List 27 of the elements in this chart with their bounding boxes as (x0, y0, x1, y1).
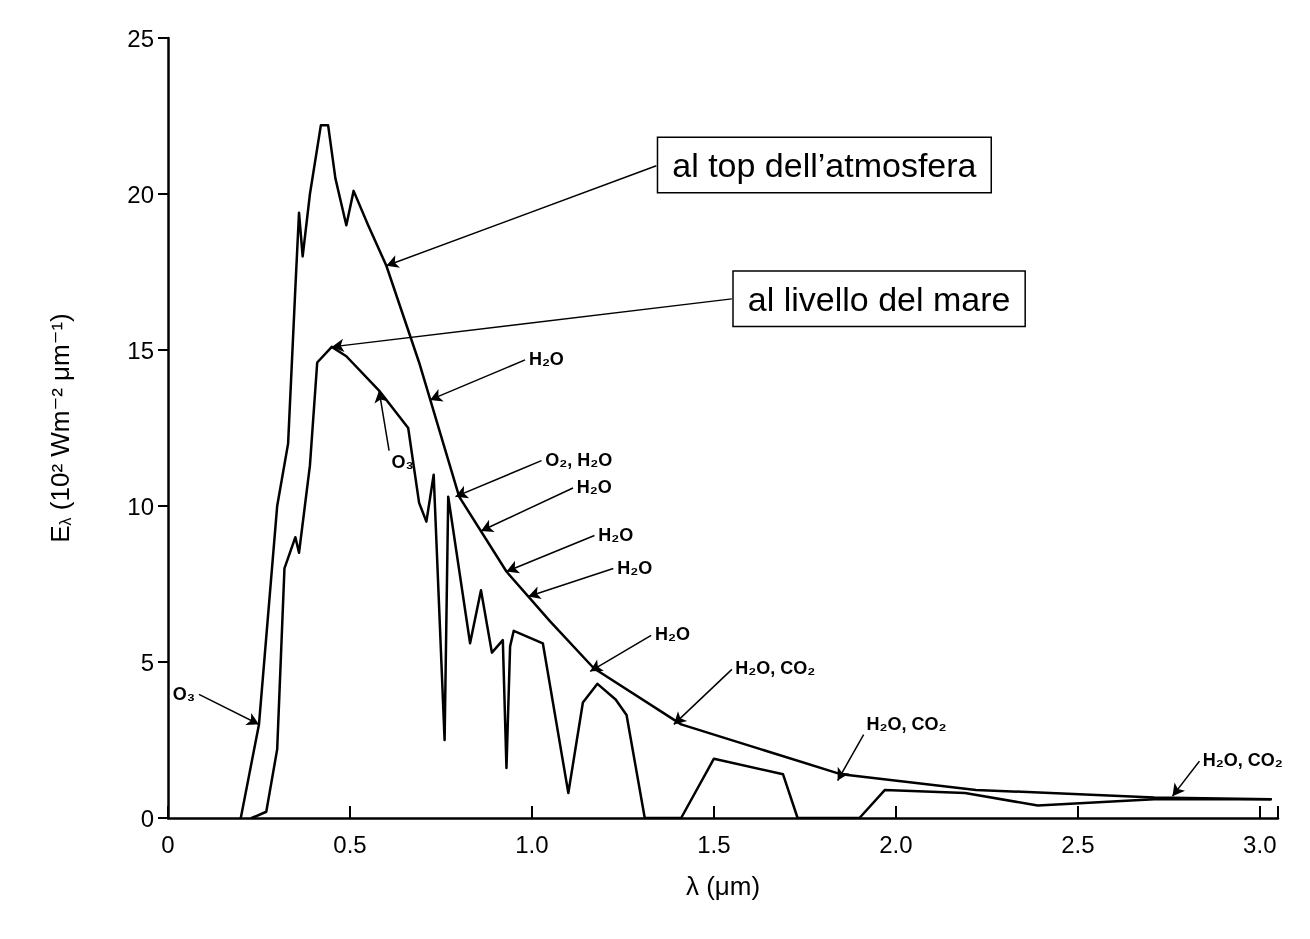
y-tick-label: 5 (140, 648, 154, 676)
annotation: H₂O, CO₂ (1202, 749, 1283, 770)
x-tick-label: 1.5 (697, 830, 731, 858)
x-tick-label: 0 (161, 830, 175, 858)
annotation: H₂O (528, 349, 564, 370)
annotation: H₂O (576, 477, 612, 498)
annotation: O₃ (172, 683, 196, 704)
annotation: H₂O (598, 524, 634, 545)
x-tick-label: 0.5 (333, 830, 367, 858)
y-tick-label: 15 (127, 336, 154, 364)
x-tick-label: 1.0 (515, 830, 549, 858)
annotation: H₂O (617, 557, 653, 578)
y-tick-label: 20 (127, 180, 154, 208)
x-axis-title: λ (μm) (685, 871, 761, 901)
annotation: O₂, H₂O (545, 449, 613, 470)
annotation: H₂O, CO₂ (866, 713, 947, 734)
x-tick-label: 2.5 (1061, 830, 1095, 858)
x-tick-label: 2.0 (879, 830, 913, 858)
y-tick-label: 10 (127, 492, 154, 520)
annotation: al top dell’atmosfera (672, 146, 977, 185)
y-tick-label: 25 (127, 24, 154, 52)
y-tick-label: 0 (140, 804, 154, 832)
annotation: H₂O, CO₂ (735, 658, 816, 679)
x-tick-label: 3.0 (1243, 830, 1277, 858)
annotation: al livello del mare (747, 279, 1011, 318)
annotation: H₂O (654, 624, 690, 645)
y-axis-title: Eλ (10² Wm⁻² μm⁻¹) (45, 313, 75, 543)
